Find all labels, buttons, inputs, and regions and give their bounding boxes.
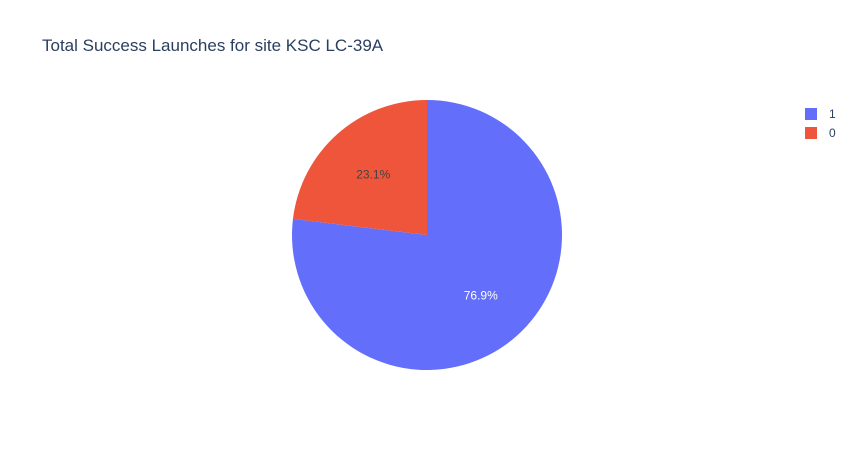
pie-slice-label-0: 23.1% bbox=[356, 167, 390, 181]
legend-item-0[interactable]: 0 bbox=[805, 126, 836, 140]
pie-slice-labels: 76.9% 23.1% bbox=[356, 167, 498, 302]
legend-swatch-0 bbox=[805, 127, 817, 139]
pie-slice-0[interactable] bbox=[292, 100, 427, 235]
legend-label-1: 1 bbox=[829, 107, 836, 121]
legend[interactable]: 10 bbox=[805, 107, 836, 140]
legend-item-1[interactable]: 1 bbox=[805, 107, 836, 121]
pie-slices bbox=[291, 100, 562, 371]
chart-title: Total Success Launches for site KSC LC-3… bbox=[42, 36, 384, 55]
pie-slice-1[interactable] bbox=[291, 100, 562, 371]
legend-label-0: 0 bbox=[829, 126, 836, 140]
legend-swatch-1 bbox=[805, 108, 817, 120]
pie-slice-label-1: 76.9% bbox=[464, 289, 498, 303]
